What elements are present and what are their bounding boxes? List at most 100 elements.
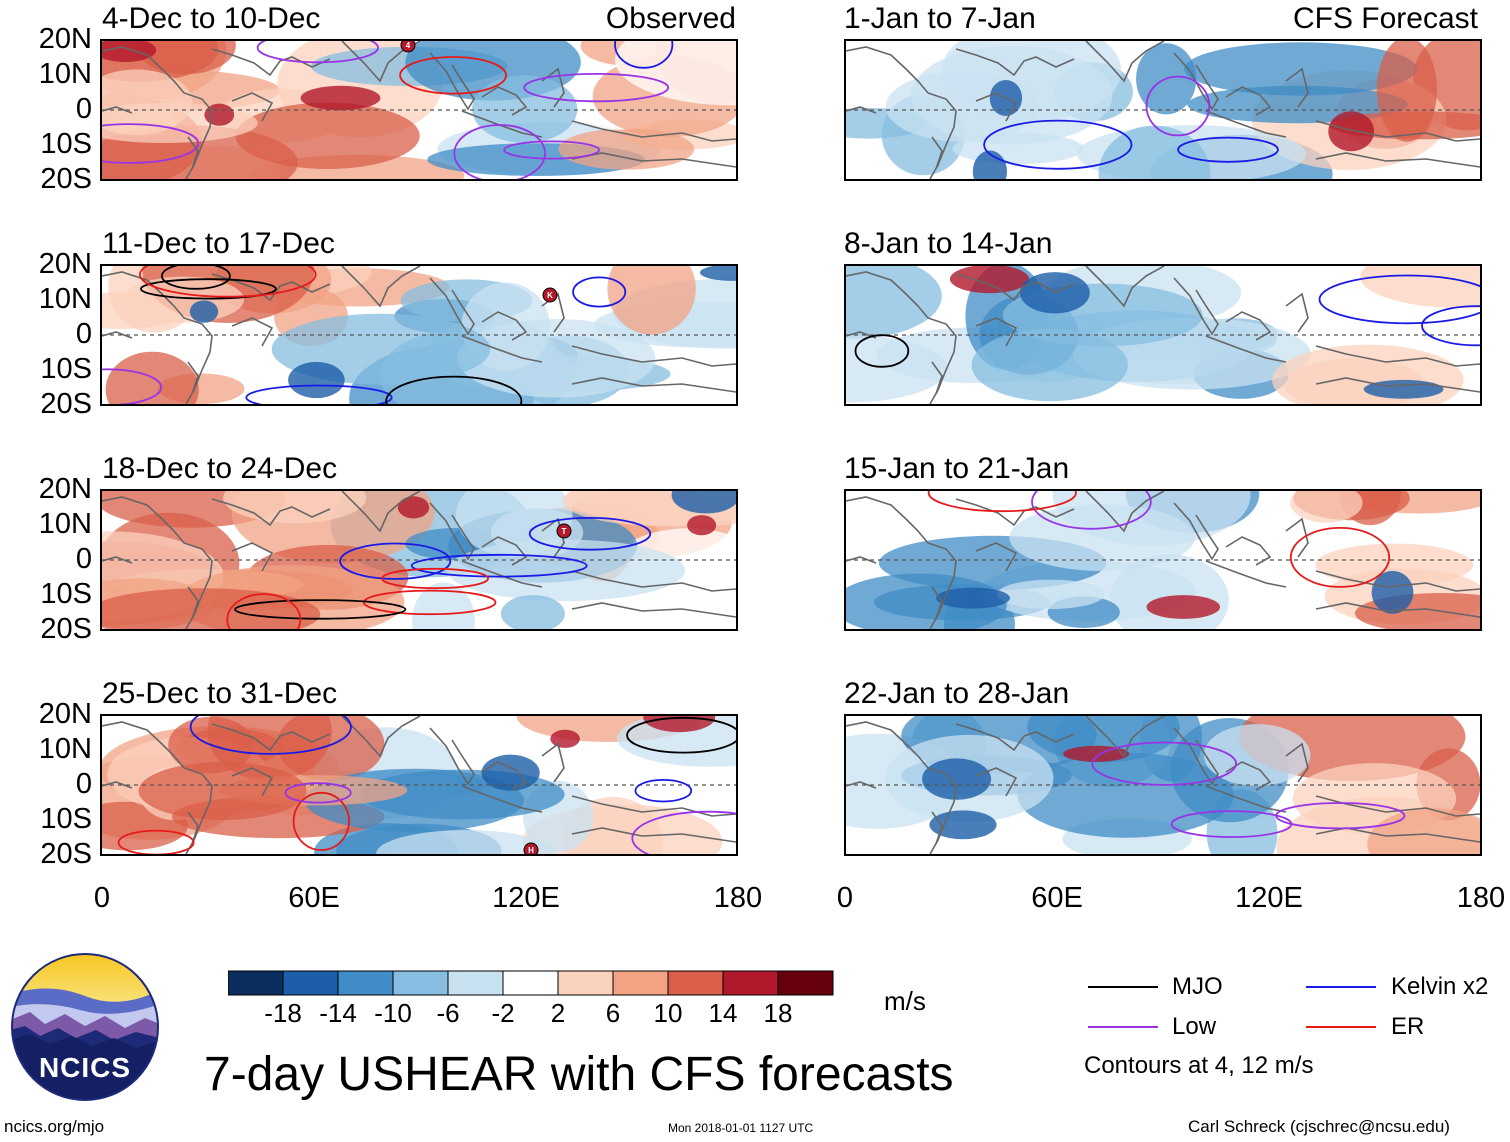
x-tick-0-right: 0 xyxy=(836,882,854,914)
shading-blob xyxy=(1290,491,1363,523)
shading-core xyxy=(397,496,430,519)
panel-title-fcst-4: 22-Jan to 28-Jan xyxy=(844,677,1070,710)
shading-core xyxy=(1063,745,1130,762)
coastline xyxy=(1085,716,1165,758)
colorbar-label-9: 18 xyxy=(763,998,793,1028)
coastline xyxy=(541,742,565,783)
coastline xyxy=(102,781,133,789)
shading-core xyxy=(1328,111,1375,152)
coastline xyxy=(1315,602,1480,618)
tropical-cyclone-icon: 4 xyxy=(400,41,416,53)
coastline xyxy=(1173,52,1219,111)
colorbar-swatch-5 xyxy=(502,970,559,996)
anomaly-contour xyxy=(528,516,652,551)
coastline xyxy=(102,46,213,179)
coastline xyxy=(211,723,331,752)
coastline xyxy=(571,120,736,142)
coastline xyxy=(955,498,1075,527)
storm-marker-label: T xyxy=(562,527,567,536)
map-panel-obs-4: H xyxy=(100,714,738,856)
coastline xyxy=(1225,536,1272,566)
coastline xyxy=(341,491,421,533)
shading-blob xyxy=(680,769,736,818)
coastline xyxy=(1205,560,1287,588)
colorbar-swatch-8 xyxy=(667,970,724,996)
anomaly-contour xyxy=(983,119,1133,170)
coastline xyxy=(1225,311,1272,341)
coastline xyxy=(1085,266,1165,308)
map-panel-fcst-1 xyxy=(844,39,1482,181)
coastline xyxy=(231,767,274,797)
anomaly-contour xyxy=(631,810,736,854)
shading-blob xyxy=(971,329,1128,402)
coastline xyxy=(846,106,877,114)
x-tick-0-left: 0 xyxy=(93,882,111,914)
y-tick-row3-10n: 10N xyxy=(38,508,92,540)
shading-blob xyxy=(102,588,321,629)
anomaly-contour xyxy=(380,567,489,590)
panel-title-obs-3: 18-Dec to 24-Dec xyxy=(102,452,338,485)
y-tick-row1-10n: 10N xyxy=(38,58,92,90)
coastline xyxy=(429,727,475,786)
anomaly-contour xyxy=(523,72,670,103)
x-tick-180-left: 180 xyxy=(713,882,763,914)
anomaly-contour xyxy=(385,375,523,404)
colorbar-swatch-0 xyxy=(227,970,284,996)
colorbar-label-8: 14 xyxy=(708,998,738,1028)
colorbar-label-0: -18 xyxy=(264,998,302,1028)
anomaly-contour xyxy=(1170,810,1293,838)
shading-blob xyxy=(1098,125,1211,179)
shading-core xyxy=(300,85,381,111)
legend-line-low xyxy=(1088,1026,1158,1028)
y-tick-row2-10s: 10S xyxy=(40,353,92,385)
y-tick-row3-20n: 20N xyxy=(38,473,92,505)
anomaly-contour xyxy=(117,829,195,854)
anomaly-contour xyxy=(1289,527,1391,588)
storm-marker-label: H xyxy=(528,846,534,854)
coastline xyxy=(341,266,421,308)
coastline xyxy=(187,811,199,845)
colorbar-label-1: -14 xyxy=(319,998,357,1028)
colorbar-swatch-4 xyxy=(447,970,504,996)
tropical-cyclone-icon: K xyxy=(542,287,558,303)
colorbar-swatch-7 xyxy=(612,970,669,996)
coastline xyxy=(102,556,133,564)
y-tick-row3-10s: 10S xyxy=(40,578,92,610)
coastline xyxy=(955,723,1075,752)
coastline xyxy=(461,560,543,588)
colorbar-label-5: 2 xyxy=(550,998,566,1028)
coastline xyxy=(571,377,736,393)
anomaly-contour xyxy=(284,782,352,804)
shading-core xyxy=(189,300,219,323)
coastline xyxy=(461,110,543,138)
legend-line-kelvin xyxy=(1306,986,1376,988)
coastline xyxy=(846,46,957,179)
shading-blob xyxy=(235,102,420,169)
shading-blob xyxy=(1376,41,1437,142)
shading-blob xyxy=(615,41,736,106)
ncics-logo xyxy=(10,952,160,1107)
legend-label-low: Low xyxy=(1172,1013,1217,1040)
coastline xyxy=(187,136,199,170)
coastline xyxy=(571,570,736,592)
coastline xyxy=(931,586,943,620)
tropical-cyclone-icon: T xyxy=(556,523,572,539)
coastline xyxy=(429,502,475,561)
coastline xyxy=(1205,785,1287,813)
y-tick-row2-0: 0 xyxy=(75,318,92,350)
panel-title-obs-1: 4-Dec to 10-Dec xyxy=(102,2,321,35)
colorbar-label-4: -2 xyxy=(491,998,515,1028)
anomaly-contour xyxy=(854,334,910,368)
legend-line-mjo xyxy=(1088,986,1158,988)
coastline xyxy=(1285,517,1309,558)
anomaly-contour xyxy=(626,716,736,754)
coastline xyxy=(429,52,475,111)
anomaly-contour xyxy=(1318,274,1480,325)
panel-title-obs-4: 25-Dec to 31-Dec xyxy=(102,677,338,710)
anomaly-contour xyxy=(572,276,627,308)
coastline xyxy=(461,335,543,363)
coastline xyxy=(481,86,528,116)
coastline xyxy=(1285,742,1309,783)
coastline xyxy=(1315,345,1480,367)
anomaly-contour xyxy=(226,593,302,629)
